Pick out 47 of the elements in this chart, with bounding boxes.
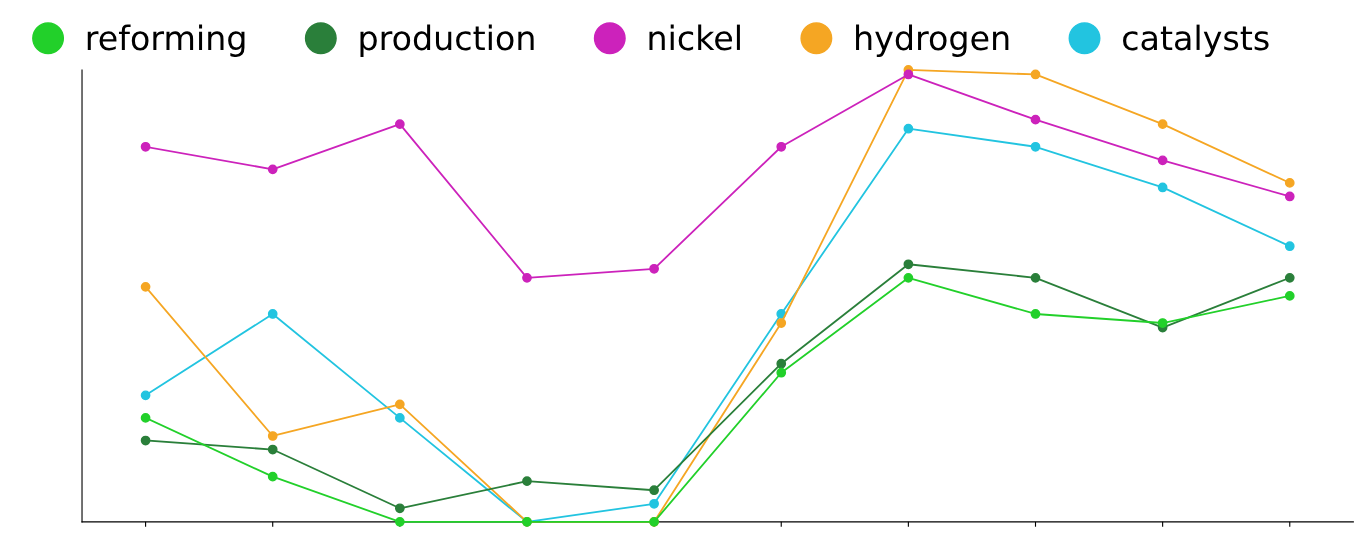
point — [1284, 191, 1295, 202]
point — [649, 485, 659, 496]
point — [1284, 291, 1295, 301]
point — [267, 471, 278, 482]
point — [1030, 309, 1041, 319]
point — [140, 390, 151, 401]
point — [903, 272, 914, 283]
legend-label: production — [360, 24, 534, 57]
legend-label: hydrogen — [856, 24, 1009, 57]
point — [267, 431, 278, 441]
point — [267, 444, 278, 455]
legend-label: nickel — [649, 24, 740, 51]
point — [267, 164, 278, 175]
point — [1157, 119, 1168, 130]
point — [1030, 69, 1041, 80]
point — [1030, 272, 1041, 283]
point — [649, 263, 659, 274]
point — [394, 399, 405, 410]
point — [267, 309, 278, 319]
point — [1157, 318, 1168, 328]
point — [394, 503, 405, 514]
point — [1284, 178, 1295, 188]
point — [394, 516, 405, 527]
point — [522, 476, 532, 487]
legend-label: reforming — [87, 24, 245, 57]
point — [140, 281, 151, 292]
point — [776, 358, 787, 369]
point — [1284, 272, 1295, 283]
point — [776, 141, 787, 152]
point — [903, 123, 914, 134]
point — [140, 413, 151, 423]
legend-label: catalysts — [1123, 24, 1269, 57]
point — [1284, 241, 1295, 252]
point — [140, 435, 151, 446]
point — [394, 413, 405, 423]
point — [903, 259, 914, 270]
point — [649, 498, 659, 509]
point — [1157, 182, 1168, 193]
point — [522, 272, 532, 283]
point — [1030, 114, 1041, 125]
point — [903, 69, 914, 80]
point — [1030, 141, 1041, 152]
point — [140, 141, 151, 152]
point — [776, 318, 787, 328]
point — [394, 119, 405, 130]
point — [776, 367, 787, 378]
point — [1157, 155, 1168, 166]
